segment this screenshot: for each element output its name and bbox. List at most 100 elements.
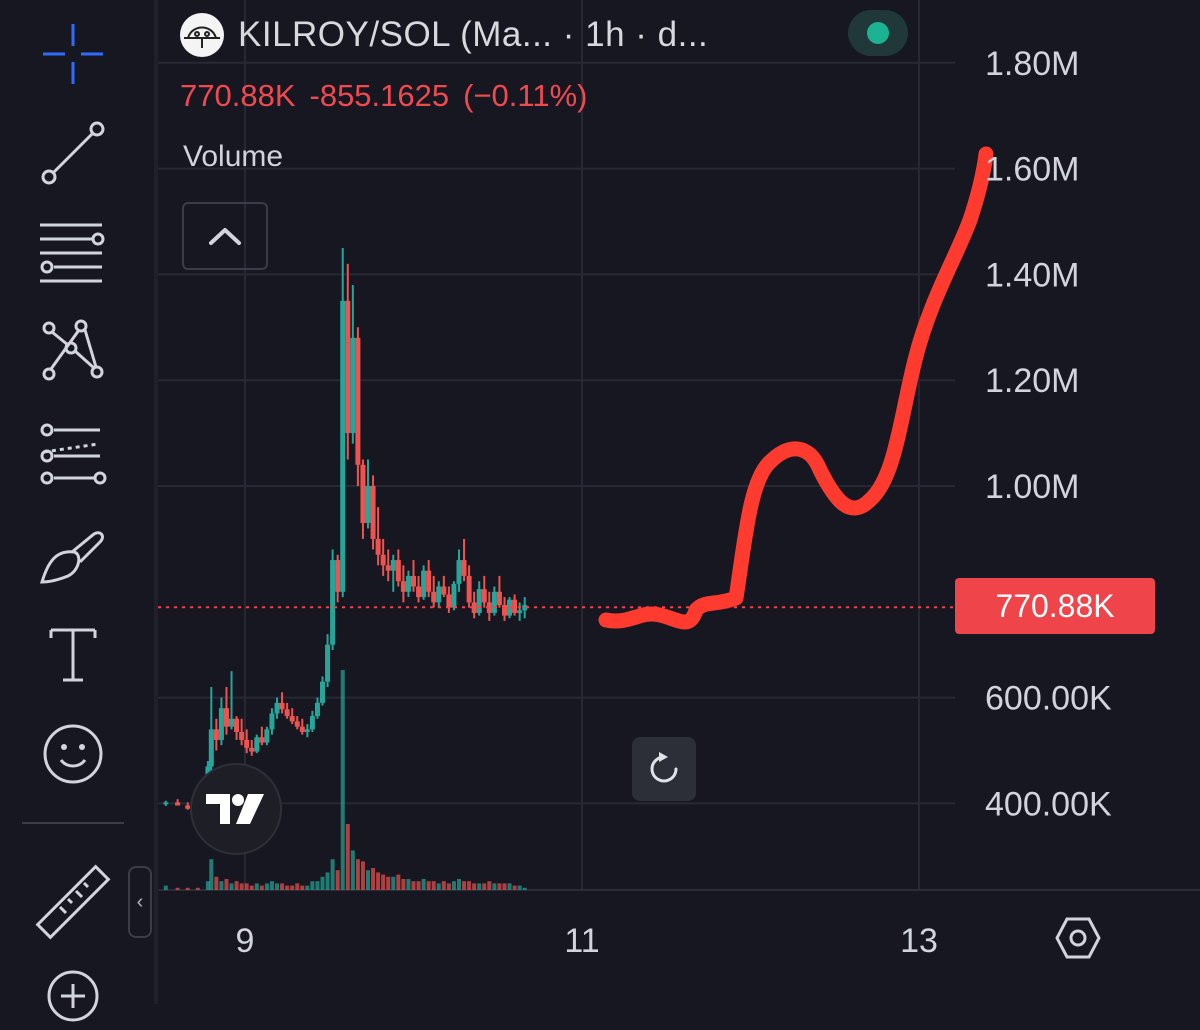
volume-bar: [259, 885, 264, 890]
volume-bar: [411, 881, 416, 890]
settings-hexagon-icon[interactable]: [1050, 910, 1106, 966]
volume-bar: [239, 883, 244, 890]
market-status-indicator[interactable]: [848, 10, 908, 56]
y-tick-label: 400.00K: [985, 785, 1112, 823]
chevron-up-icon: [209, 228, 241, 245]
volume-bar: [219, 881, 224, 890]
volume-bar: [244, 883, 249, 890]
volume-bar: [391, 876, 396, 890]
volume-bar: [446, 883, 451, 890]
candle-body: [269, 713, 275, 730]
collapse-toolbar-button[interactable]: ‹: [128, 866, 152, 938]
volume-bar: [507, 883, 512, 890]
candle-body: [294, 721, 300, 727]
volume-bar: [335, 870, 340, 890]
volume-bar: [285, 885, 290, 890]
candle-body: [350, 337, 356, 434]
chevron-left-icon: ‹: [136, 890, 144, 913]
emoji-icon[interactable]: [28, 714, 118, 794]
volume-bar: [386, 876, 391, 890]
price-change-percent: (−0.11%): [463, 78, 588, 113]
candle-body: [441, 586, 447, 595]
candle-body: [411, 575, 416, 587]
text-icon[interactable]: [28, 614, 118, 694]
volume-bar: [269, 881, 274, 890]
time-axis[interactable]: 9 11 13: [236, 922, 938, 960]
candle-body: [185, 805, 191, 809]
x-tick-label: 11: [564, 922, 599, 960]
candle-body: [259, 737, 265, 743]
y-tick-label: 1.40M: [985, 256, 1080, 294]
volume-bar: [295, 883, 300, 890]
candle-body: [309, 716, 315, 730]
volume-bar: [315, 881, 320, 890]
candle-body: [476, 589, 482, 613]
candle-body: [340, 300, 346, 592]
candlestick-series: [163, 247, 528, 813]
candle-body: [385, 565, 391, 571]
ruler-icon[interactable]: [28, 862, 118, 942]
candle-body: [491, 591, 497, 613]
candle-body: [218, 708, 224, 740]
trend-line-icon[interactable]: [28, 113, 118, 193]
prediction-icon[interactable]: [28, 412, 118, 492]
volume-bar: [462, 881, 467, 890]
candle-body: [274, 702, 280, 714]
volume-bar: [360, 861, 365, 890]
collapse-legend-button[interactable]: [182, 202, 268, 270]
zoom-in-icon[interactable]: [28, 950, 118, 1030]
candle-body: [466, 575, 472, 603]
price-chart[interactable]: 1.80M1.60M1.40M1.20M1.00M600.00K400.00K …: [0, 0, 1200, 1004]
candle-body: [486, 602, 492, 613]
fib-retracement-icon[interactable]: [28, 211, 118, 291]
brush-icon[interactable]: [28, 514, 118, 594]
candle-body: [365, 486, 371, 524]
crosshair-icon[interactable]: [28, 14, 118, 94]
candle-body: [254, 737, 260, 752]
volume-bar: [421, 879, 426, 890]
volume-bar: [275, 883, 280, 890]
candle-body: [471, 602, 477, 613]
volume-bar: [472, 883, 477, 890]
price-axis[interactable]: 1.80M 1.60M 1.40M 1.20M 1.00M 600.00K 400.00K: [985, 45, 1112, 824]
candle-body: [244, 739, 250, 748]
volume-bar: [431, 881, 436, 890]
volume-bar: [456, 879, 461, 890]
candle-body: [223, 708, 229, 727]
candle-body: [517, 610, 523, 613]
kilroy-logo-icon: [180, 13, 224, 57]
candle-body: [208, 729, 214, 767]
volume-bar: [512, 885, 517, 890]
candle-body: [395, 560, 401, 582]
volume-bar: [376, 872, 381, 890]
price-summary: 770.88K -855.1625 (−0.11%): [180, 78, 601, 114]
volume-bar: [451, 881, 456, 890]
candle-body: [512, 599, 518, 613]
volume-indicator-label[interactable]: Volume: [183, 140, 284, 173]
volume-bar: [195, 887, 200, 890]
volume-bar: [254, 883, 259, 890]
symbol-title[interactable]: KILROY/SOL (Ma... · 1h · d...: [238, 15, 709, 54]
reset-chart-button[interactable]: [632, 737, 696, 801]
toolbar-divider: [22, 822, 124, 824]
candle-body: [481, 589, 487, 603]
volume-bar: [320, 876, 325, 890]
pattern-icon[interactable]: [28, 310, 118, 390]
candle-body: [314, 702, 320, 717]
volume-bar: [280, 883, 285, 890]
candle-body: [426, 570, 432, 592]
volume-bar: [426, 881, 431, 890]
drawing-toolbar: [0, 0, 148, 1022]
volume-bar: [381, 874, 386, 890]
candle-body: [461, 560, 467, 576]
candle-body: [299, 726, 305, 732]
price-change: -855.1625: [309, 78, 450, 113]
volume-bar: [441, 881, 446, 890]
volume-bar: [205, 881, 210, 890]
candle-body: [507, 599, 513, 616]
volume-bar: [477, 883, 482, 890]
candle-body: [325, 644, 331, 682]
volume-bar: [300, 885, 305, 890]
candle-body: [249, 747, 255, 752]
tradingview-logo-icon[interactable]: [190, 763, 282, 855]
